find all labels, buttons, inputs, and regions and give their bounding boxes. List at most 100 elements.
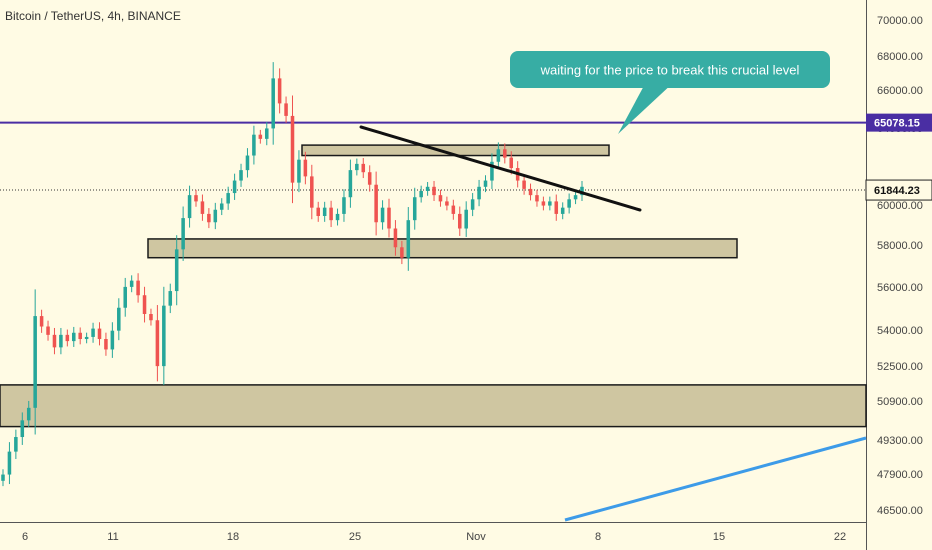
candle <box>342 189 346 222</box>
candle-body <box>335 213 340 221</box>
candle-body <box>264 128 269 139</box>
candle-body <box>464 209 468 229</box>
candle-body <box>174 249 179 292</box>
candle <box>464 201 468 237</box>
candle-body <box>400 247 404 258</box>
candle <box>26 400 31 428</box>
descending-trendline <box>359 125 642 212</box>
current-price-label: 61844.23 <box>865 179 932 201</box>
candle <box>142 286 147 323</box>
zone-demand-zone <box>0 384 867 428</box>
candle <box>258 129 263 144</box>
x-tick-label: 25 <box>349 531 361 543</box>
candle-body <box>573 195 578 200</box>
candle <box>168 283 173 314</box>
candle-body <box>239 170 243 181</box>
candle <box>14 429 18 460</box>
y-tick-label: 68000.00 <box>877 51 923 63</box>
current-price-text: 61844.23 <box>874 185 920 197</box>
y-tick-label: 49300.00 <box>877 435 923 447</box>
candle-body <box>322 207 327 216</box>
candle <box>367 165 372 192</box>
candle <box>149 308 153 326</box>
candle <box>535 189 539 207</box>
candle-body <box>316 207 321 216</box>
candle <box>117 298 121 341</box>
candle-body <box>361 163 366 173</box>
candle-body <box>528 188 533 196</box>
candle <box>361 158 366 179</box>
candle <box>348 159 353 208</box>
candle <box>451 199 456 220</box>
candle-body <box>290 115 295 183</box>
candle <box>91 322 95 343</box>
x-tick-label: 18 <box>227 531 239 543</box>
candle <box>419 185 423 203</box>
candle-body <box>380 207 385 223</box>
candle-body <box>477 186 481 200</box>
candle <box>406 207 411 271</box>
candle <box>310 164 314 220</box>
candle-body <box>271 78 275 129</box>
candle-body <box>39 316 44 327</box>
candle-body <box>425 186 430 191</box>
candle-body <box>52 334 57 348</box>
candle-body <box>451 205 456 214</box>
candle-body <box>14 437 18 452</box>
candle-body <box>535 195 539 202</box>
candle <box>104 332 108 356</box>
candle <box>573 190 578 205</box>
candle <box>33 289 37 435</box>
candle <box>329 200 333 228</box>
candle <box>374 171 378 236</box>
candle <box>7 442 12 485</box>
candle <box>245 148 250 178</box>
candle <box>194 189 198 207</box>
candle <box>71 326 76 347</box>
candle <box>438 189 443 207</box>
candle-body <box>155 320 160 367</box>
x-tick-label: 8 <box>595 531 601 543</box>
y-tick-label: 60000.00 <box>877 200 923 212</box>
candle-body <box>181 218 185 250</box>
candle <box>490 153 494 189</box>
candle-body <box>445 201 449 206</box>
candle <box>252 125 256 165</box>
candle <box>316 201 321 222</box>
candle-body <box>194 195 198 202</box>
candle <box>213 202 218 230</box>
candle <box>528 183 533 201</box>
candle <box>1 469 5 487</box>
candle <box>59 327 63 355</box>
candle <box>207 208 211 229</box>
candle-body <box>554 201 559 214</box>
candle <box>232 173 237 200</box>
candle <box>123 277 128 317</box>
candle <box>136 273 140 303</box>
candle <box>522 174 526 195</box>
x-tick-label: 15 <box>713 531 725 543</box>
candle-body <box>310 176 314 208</box>
candle <box>84 332 89 344</box>
candle <box>162 286 166 385</box>
candle-body <box>142 295 147 314</box>
candle-body <box>457 213 462 229</box>
candle <box>264 122 269 146</box>
candle <box>181 206 185 261</box>
candle <box>483 175 488 193</box>
candle-body <box>509 157 514 169</box>
candle-body <box>567 199 571 208</box>
candle <box>380 200 385 230</box>
candle-body <box>252 134 256 156</box>
callout-pointer <box>618 82 674 134</box>
candle <box>400 240 404 265</box>
candle <box>97 322 102 346</box>
candle-body <box>187 195 192 219</box>
candle-body <box>20 420 25 438</box>
y-tick-label: 52500.00 <box>877 361 923 373</box>
candle <box>290 95 295 204</box>
candle-body <box>1 474 5 481</box>
candle <box>110 322 115 358</box>
candle-body <box>303 159 308 177</box>
candle-body <box>348 170 353 198</box>
